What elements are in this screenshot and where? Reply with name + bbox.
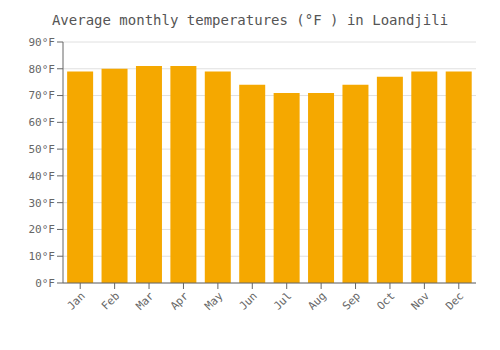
svg-text:0°F: 0°F xyxy=(35,277,55,290)
svg-text:Jun: Jun xyxy=(237,289,260,312)
svg-text:May: May xyxy=(202,289,226,313)
svg-text:Nov: Nov xyxy=(409,289,433,313)
svg-text:60°F: 60°F xyxy=(29,116,56,129)
svg-text:Oct: Oct xyxy=(374,289,397,312)
svg-text:40°F: 40°F xyxy=(29,170,56,183)
svg-text:50°F: 50°F xyxy=(29,143,56,156)
svg-text:Sep: Sep xyxy=(340,289,363,312)
svg-text:80°F: 80°F xyxy=(29,63,56,76)
svg-text:Feb: Feb xyxy=(99,289,122,312)
svg-text:20°F: 20°F xyxy=(29,223,56,236)
svg-text:Apr: Apr xyxy=(168,289,192,313)
html-text:Average monthly temperatures (: Average monthly temperatures (°F ) in Lo… xyxy=(51,12,449,28)
svg-text:30°F: 30°F xyxy=(29,197,56,210)
svg-text:Jan: Jan xyxy=(65,289,88,312)
svg-text:Mar: Mar xyxy=(133,289,157,313)
svg-text:10°F: 10°F xyxy=(29,250,56,263)
svg-text:Aug: Aug xyxy=(306,289,329,312)
svg-text:Jul: Jul xyxy=(271,289,294,312)
svg-text:70°F: 70°F xyxy=(29,89,56,102)
svg-text:90°F: 90°F xyxy=(29,36,56,49)
svg-text:Dec: Dec xyxy=(443,289,466,312)
